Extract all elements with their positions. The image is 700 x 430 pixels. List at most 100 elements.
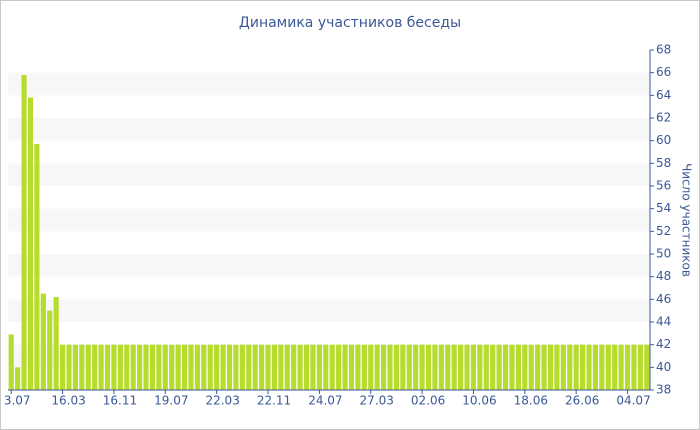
bar [451, 344, 457, 390]
bar [522, 344, 528, 390]
bar [8, 334, 14, 390]
bar [464, 344, 470, 390]
bar [612, 344, 618, 390]
bar [515, 344, 521, 390]
x-tick-label: 26.06 [565, 394, 599, 408]
bar [137, 344, 143, 390]
bar [374, 344, 380, 390]
y-tick-label: 42 [656, 337, 671, 351]
y-tick-label: 64 [656, 88, 671, 102]
x-tick-label: 16.11 [103, 394, 137, 408]
x-tick-label: 10.06 [462, 394, 496, 408]
bar [316, 344, 322, 390]
bar [490, 344, 496, 390]
bar [554, 344, 560, 390]
bar [329, 344, 335, 390]
bar [104, 344, 111, 390]
bar [567, 344, 573, 390]
bar [175, 344, 181, 390]
bar [560, 344, 566, 390]
y-tick-label: 44 [656, 315, 671, 329]
bar [368, 344, 374, 390]
bar [278, 344, 284, 390]
y-tick-label: 48 [656, 269, 671, 283]
y-tick-label: 50 [656, 247, 671, 261]
x-tick-label: 22.03 [205, 394, 239, 408]
bar [207, 344, 213, 390]
bar [477, 344, 483, 390]
chart-title: Динамика участников беседы [239, 15, 461, 31]
bar [214, 344, 220, 390]
bar [162, 344, 168, 390]
bar [149, 344, 156, 390]
bar [406, 344, 412, 390]
bar [60, 344, 66, 390]
bar [336, 344, 342, 390]
bar [53, 297, 59, 390]
bar [547, 344, 554, 390]
bar [483, 344, 489, 390]
bar [15, 367, 21, 390]
y-tick-label: 52 [656, 224, 671, 238]
y-tick-label: 54 [656, 201, 671, 215]
bar [631, 344, 637, 390]
y-tick-label: 40 [656, 360, 671, 374]
bar [130, 344, 136, 390]
bar [586, 344, 592, 390]
x-tick-label: 16.03 [51, 394, 85, 408]
bar [580, 344, 586, 390]
bar [592, 344, 598, 390]
bar [271, 344, 277, 390]
x-tick-label: 18.06 [514, 394, 548, 408]
bar [624, 344, 631, 390]
x-tick-label: 24.07 [308, 394, 342, 408]
x-tick-label: 27.03 [360, 394, 394, 408]
y-axis-label: Число участников [680, 163, 694, 277]
bar [21, 74, 27, 390]
bar [98, 344, 104, 390]
x-tick-label: 02.06 [411, 394, 445, 408]
bar [599, 344, 605, 390]
bar [342, 344, 348, 390]
bar [637, 344, 643, 390]
y-tick-label: 38 [656, 383, 671, 397]
bar [528, 344, 534, 390]
bar [188, 344, 194, 390]
bar [27, 97, 34, 390]
x-tick-label: 3.07 [4, 394, 31, 408]
bar [425, 344, 432, 390]
bar [419, 344, 425, 390]
grid-band [8, 208, 650, 232]
y-tick-label: 46 [656, 292, 671, 306]
bar [381, 344, 387, 390]
bar [143, 344, 149, 390]
bar [502, 344, 509, 390]
bar [246, 344, 252, 390]
bar [259, 344, 265, 390]
bar [233, 344, 239, 390]
bar [72, 344, 78, 390]
bar [400, 344, 406, 390]
bar [156, 344, 162, 390]
y-tick-label: 68 [656, 43, 671, 57]
bar [265, 344, 271, 390]
y-tick-label: 66 [656, 65, 671, 79]
bar [34, 144, 40, 390]
bar [220, 344, 226, 390]
grid-band [8, 118, 650, 141]
bar [124, 344, 130, 390]
bar [117, 344, 123, 390]
x-tick-label: 04.07 [616, 394, 650, 408]
bar [85, 344, 91, 390]
x-tick-label: 22.11 [257, 394, 291, 408]
bar [239, 344, 245, 390]
bar [323, 344, 329, 390]
bar [535, 344, 541, 390]
bar [297, 344, 303, 390]
grid-band [8, 163, 650, 186]
bar [432, 344, 438, 390]
bar [393, 344, 399, 390]
bar [194, 344, 200, 390]
bar [79, 344, 85, 390]
grid-band [8, 299, 650, 322]
